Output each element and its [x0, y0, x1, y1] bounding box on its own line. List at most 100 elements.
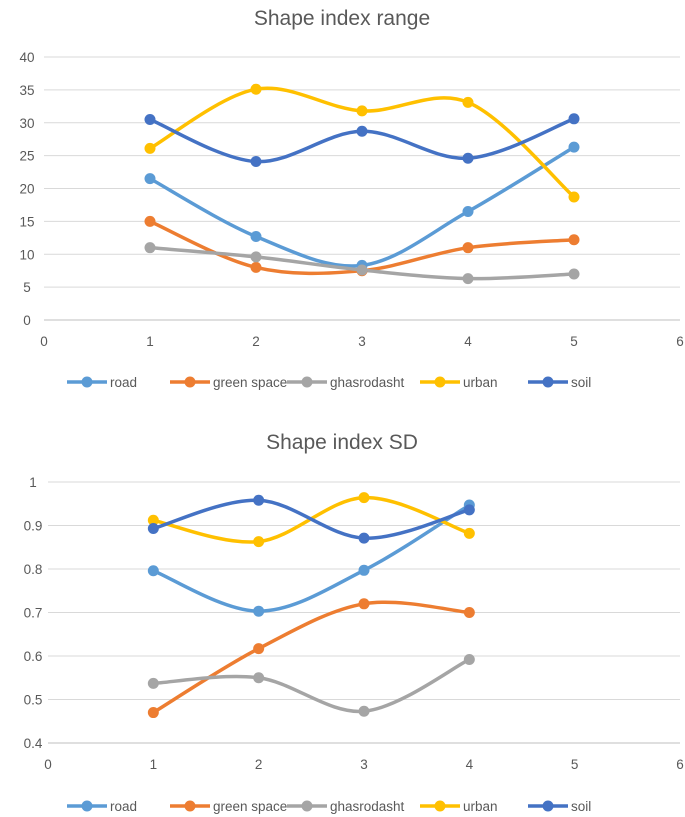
- data-point-green-space: [463, 607, 475, 618]
- x-tick-label: 4: [464, 334, 472, 349]
- legend-label: road: [110, 799, 137, 814]
- x-tick-label: 0: [44, 757, 52, 772]
- y-tick-label: 1: [29, 475, 37, 490]
- y-tick-label: 30: [19, 116, 34, 131]
- legend-swatch-marker: [301, 800, 313, 812]
- data-point-green-space: [144, 215, 156, 227]
- data-point-green-space: [250, 261, 262, 273]
- legend-swatch-marker: [434, 800, 446, 812]
- data-point-urban: [463, 527, 475, 539]
- legend-label: soil: [571, 375, 591, 390]
- data-point-ghasrodasht: [147, 677, 159, 689]
- legend-label: ghasrodasht: [330, 375, 405, 390]
- data-point-ghasrodasht: [144, 242, 156, 254]
- x-tick-label: 3: [360, 757, 368, 772]
- data-point-soil: [462, 152, 474, 164]
- x-tick-label: 5: [570, 334, 578, 349]
- data-point-ghasrodasht: [462, 273, 474, 285]
- data-point-urban: [250, 83, 262, 95]
- data-point-green-space: [253, 643, 265, 655]
- x-tick-label: 6: [676, 334, 684, 349]
- chart-2: Shape index SD 0.4 0.5 0.6 0.7 0.8 0.9 1 0 1 2 3 4 5 6…: [24, 431, 684, 814]
- data-point-road: [253, 605, 265, 617]
- data-point-soil: [463, 504, 475, 516]
- x-tick-label: 5: [571, 757, 579, 772]
- data-point-road: [358, 564, 370, 576]
- chart-legend: road green space ghasrodasht urban soil: [67, 375, 591, 390]
- legend-swatch-marker: [184, 376, 196, 388]
- data-point-soil: [568, 113, 580, 125]
- data-point-soil: [253, 494, 265, 506]
- y-tick-label: 0.7: [24, 606, 43, 621]
- data-point-urban: [144, 142, 156, 154]
- data-point-urban: [568, 191, 580, 203]
- x-tick-label: 4: [466, 757, 474, 772]
- legend-label: soil: [571, 799, 591, 814]
- data-point-urban: [356, 105, 368, 117]
- data-point-urban: [462, 96, 474, 108]
- x-tick-label: 0: [40, 334, 48, 349]
- y-tick-label: 0.5: [24, 693, 43, 708]
- legend-swatch-marker: [542, 376, 554, 388]
- data-point-urban: [253, 536, 265, 548]
- legend-swatch-marker: [184, 800, 196, 812]
- x-tick-label: 2: [255, 757, 263, 772]
- data-point-road: [250, 230, 262, 242]
- data-point-ghasrodasht: [253, 672, 265, 684]
- legend-label: urban: [463, 799, 498, 814]
- chart-title: Shape index SD: [266, 431, 418, 454]
- data-point-soil: [250, 156, 262, 168]
- data-point-green-space: [147, 707, 159, 719]
- y-tick-label: 0.9: [24, 519, 43, 534]
- x-tick-label: 3: [358, 334, 366, 349]
- series-line-green-space: [151, 600, 472, 715]
- legend-label: green space: [213, 375, 287, 390]
- series-line-ghasrodasht: [151, 657, 472, 714]
- series-line-soil: [151, 498, 472, 540]
- data-point-urban: [358, 492, 370, 504]
- legend-swatch-marker: [301, 376, 313, 388]
- legend-swatch-marker: [81, 800, 93, 812]
- x-tick-label: 1: [150, 757, 158, 772]
- y-tick-label: 20: [19, 182, 34, 197]
- series-line-road: [148, 145, 576, 268]
- legend-swatch-marker: [81, 376, 93, 388]
- y-tick-label: 0.4: [24, 736, 43, 751]
- chart-1: Shape index range 0 5 10 15 20 25 30 35 40 0 1 2 3 4 5 6…: [19, 7, 683, 390]
- y-tick-label: 35: [19, 83, 34, 98]
- data-point-road: [144, 173, 156, 185]
- legend-swatch-marker: [434, 376, 446, 388]
- y-tick-label: 25: [19, 149, 34, 164]
- x-tick-label: 2: [252, 334, 260, 349]
- y-tick-label: 0.6: [24, 649, 43, 664]
- data-point-ghasrodasht: [356, 264, 368, 276]
- data-point-soil: [144, 113, 156, 125]
- y-tick-label: 5: [23, 280, 31, 295]
- data-point-green-space: [462, 242, 474, 254]
- data-point-soil: [147, 523, 159, 535]
- x-tick-label: 1: [146, 334, 154, 349]
- data-point-road: [568, 141, 580, 153]
- data-point-urban: [147, 514, 159, 526]
- x-tick-label: 6: [676, 757, 684, 772]
- data-point-ghasrodasht: [568, 268, 580, 280]
- data-point-ghasrodasht: [250, 251, 262, 263]
- chart-legend: road green space ghasrodasht urban soil: [67, 799, 591, 814]
- data-point-green-space: [568, 234, 580, 246]
- y-tick-label: 10: [19, 247, 34, 262]
- series-line-urban: [148, 86, 576, 199]
- y-tick-label: 0: [23, 313, 31, 328]
- y-tick-label: 0.8: [24, 562, 43, 577]
- data-point-road: [462, 206, 474, 218]
- y-tick-label: 15: [19, 214, 34, 229]
- chart-title: Shape index range: [254, 7, 430, 30]
- data-point-road: [147, 565, 159, 577]
- data-point-green-space: [358, 598, 370, 610]
- y-tick-label: 40: [19, 50, 34, 65]
- legend-label: green space: [213, 799, 287, 814]
- data-point-soil: [356, 125, 368, 137]
- data-point-ghasrodasht: [358, 705, 370, 717]
- legend-label: road: [110, 375, 137, 390]
